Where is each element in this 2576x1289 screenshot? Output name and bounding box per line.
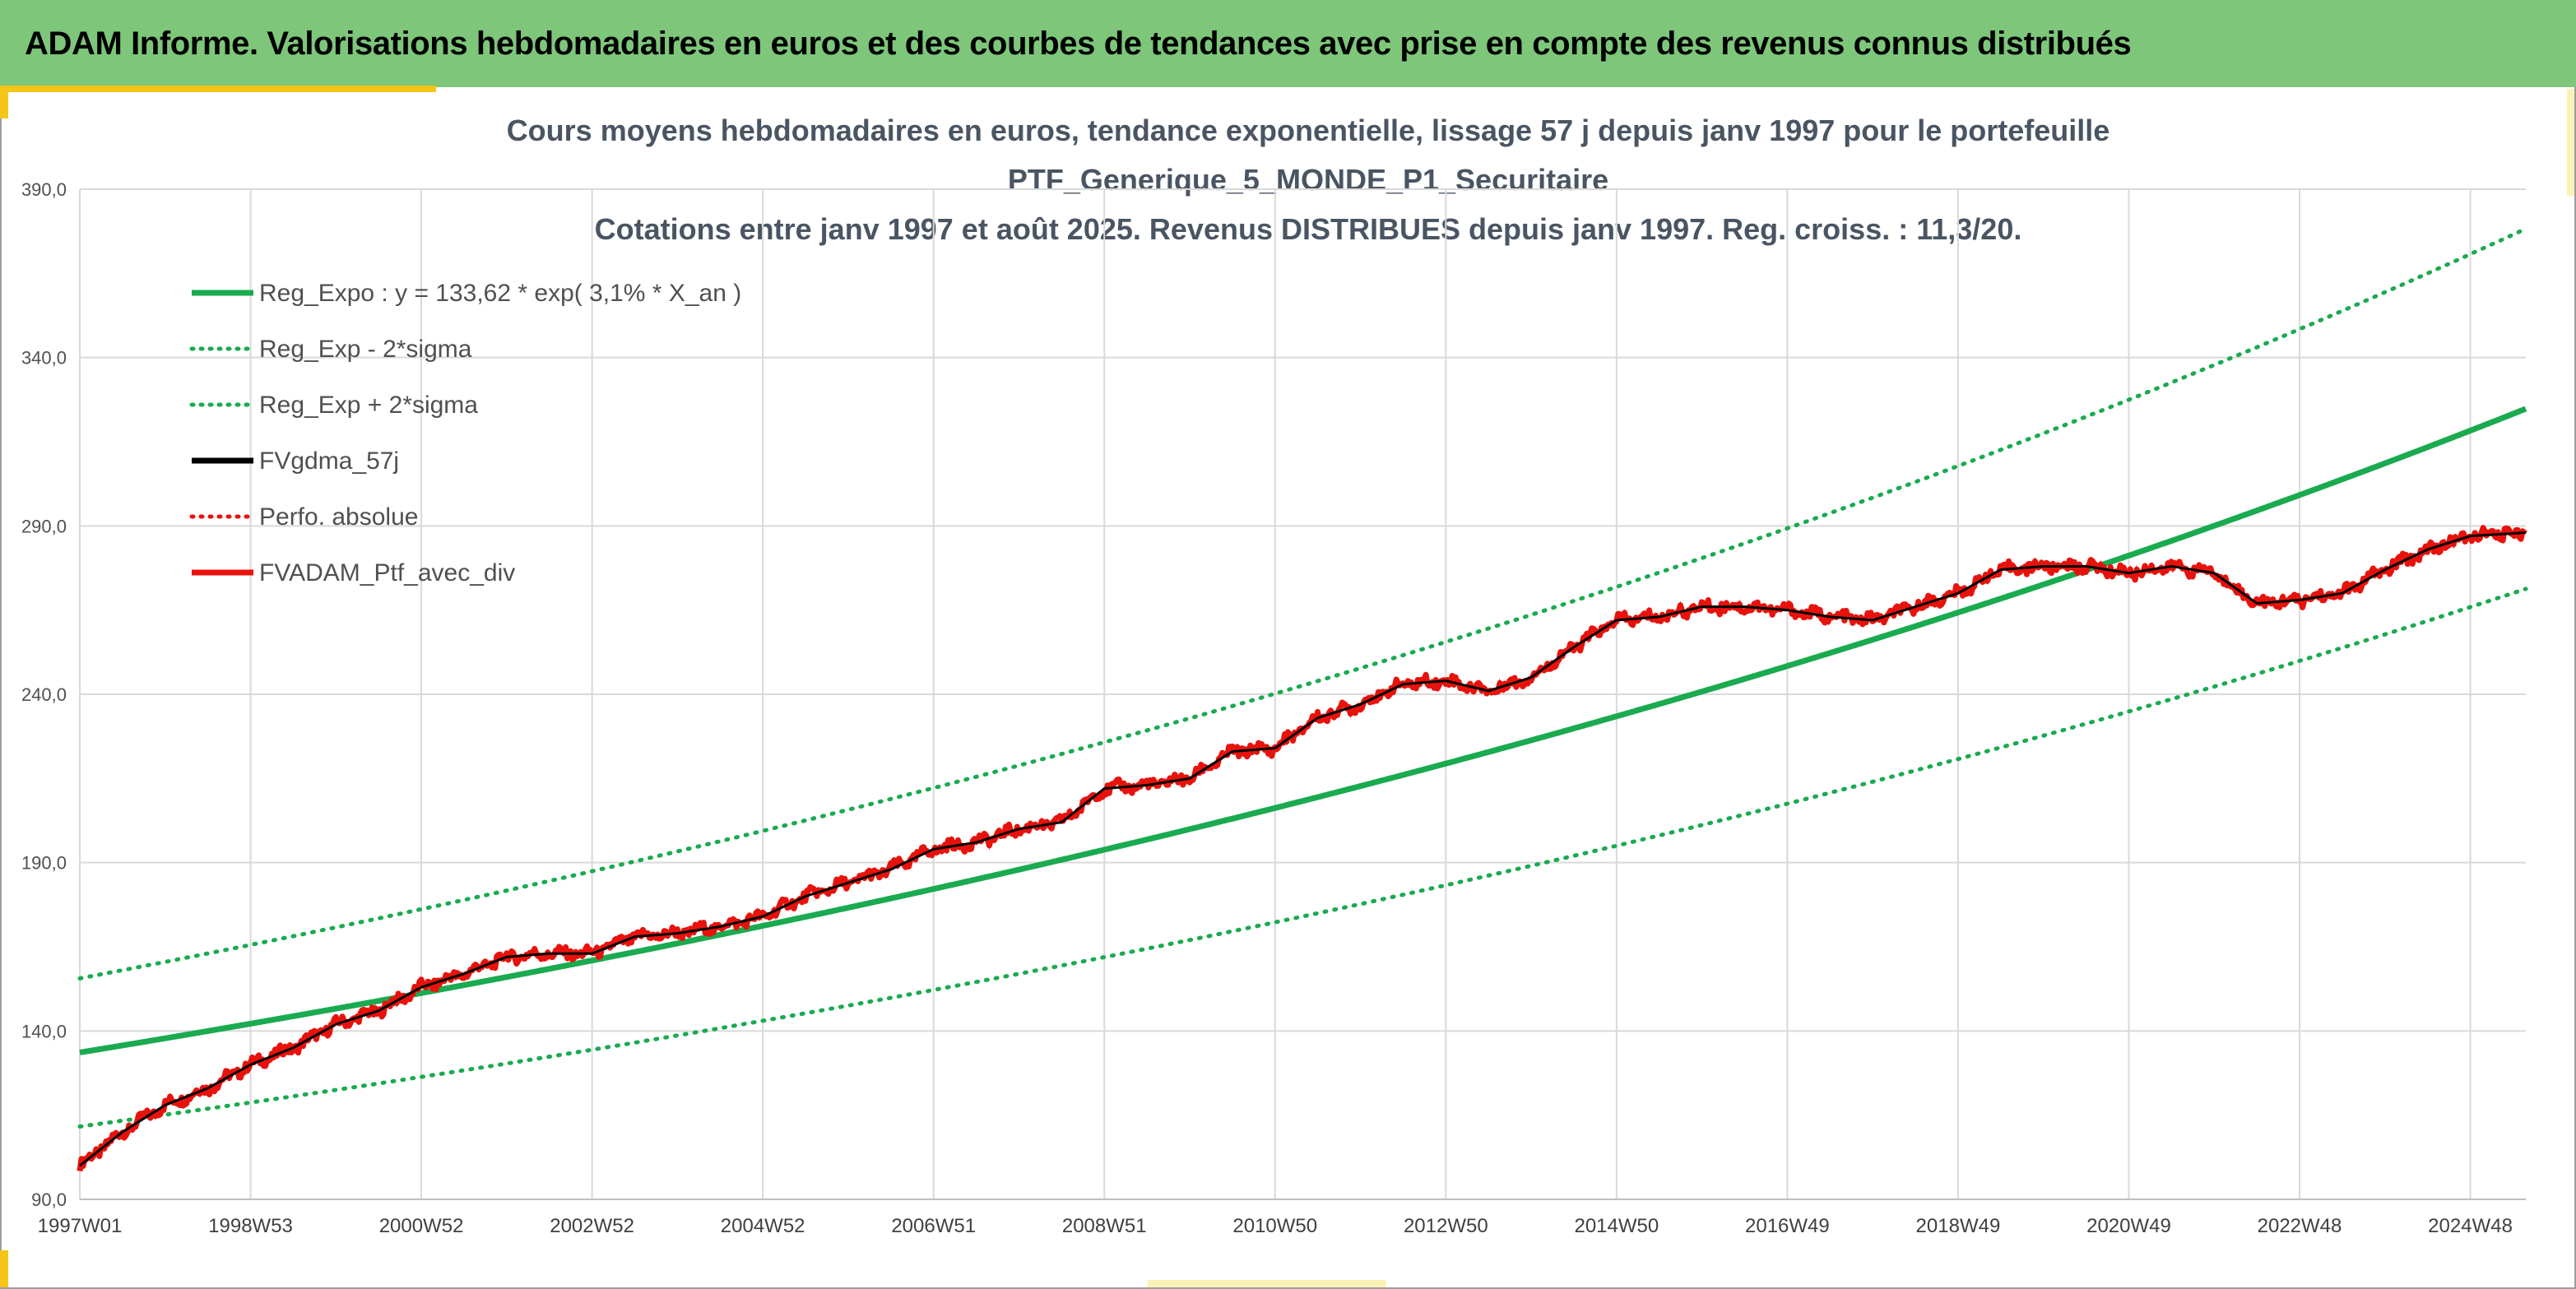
- x-tick-label: 2008W51: [1062, 1215, 1147, 1237]
- y-tick-label: 140,0: [21, 1021, 67, 1041]
- x-tick-label: 1997W01: [38, 1215, 123, 1237]
- accent-bar-right: [2567, 89, 2574, 196]
- x-tick-label: 2020W49: [2086, 1215, 2171, 1237]
- x-tick-label: 2010W50: [1232, 1215, 1317, 1237]
- y-tick-label: 240,0: [21, 684, 67, 705]
- x-tick-label: 2000W52: [379, 1215, 464, 1237]
- legend-label: FVgdma_57j: [259, 447, 399, 475]
- series-line-fvgdma-57j: [79, 531, 2527, 1167]
- x-tick-label: 2018W49: [1916, 1215, 2001, 1237]
- header-banner: ADAM Informe. Valorisations hebdomadaire…: [0, 0, 2576, 87]
- accent-bar-top: [0, 86, 436, 92]
- legend-label: Reg_Expo : y = 133,62 * exp( 3,1% * X_an…: [259, 280, 741, 307]
- banner-title: ADAM Informe. Valorisations hebdomadaire…: [25, 26, 2132, 62]
- series-line-reg-exp-minus-2sigma: [77, 587, 2528, 1129]
- series-line-fvadam-ptf-avec-div: [77, 525, 2527, 1172]
- series-line-reg-expo: [79, 406, 2527, 1055]
- x-tick-label: 2002W52: [550, 1215, 634, 1237]
- series-line-perfo-absolue: [78, 524, 2527, 1171]
- x-tick-label: 2024W48: [2428, 1215, 2513, 1237]
- legend-label: Reg_Exp + 2*sigma: [259, 392, 478, 419]
- chart-title-line-3: Cotations entre janv 1997 et août 2025. …: [594, 212, 2022, 246]
- x-tick-label: 2012W50: [1404, 1215, 1488, 1237]
- legend-label: Perfo. absolue: [259, 503, 418, 531]
- accent-bar-bottom-left: [0, 1250, 8, 1287]
- chart-title-line-2: PTF_Generique_5_MONDE_P1_Securitaire: [1007, 163, 1609, 197]
- accent-bar-bottom: [1148, 1280, 1386, 1287]
- y-tick-label: 190,0: [21, 853, 67, 874]
- legend-label: FVADAM_Ptf_avec_div: [259, 559, 515, 587]
- series-line-reg-exp-plus-2sigma: [77, 226, 2528, 981]
- x-tick-label: 2006W51: [891, 1215, 976, 1237]
- y-tick-label: 290,0: [21, 516, 67, 536]
- x-tick-label: 2016W49: [1745, 1215, 1830, 1237]
- accent-bar-left: [0, 86, 8, 118]
- y-tick-label: 340,0: [21, 348, 67, 369]
- x-tick-label: 2014W50: [1574, 1215, 1659, 1237]
- legend-label: Reg_Exp - 2*sigma: [259, 336, 472, 363]
- chart-title-line-1: Cours moyens hebdomadaires en euros, ten…: [506, 114, 2110, 147]
- y-tick-label: 390,0: [21, 179, 67, 200]
- x-tick-label: 1998W53: [208, 1215, 293, 1237]
- x-tick-label: 2004W52: [721, 1215, 805, 1237]
- x-tick-label: 2022W48: [2258, 1215, 2342, 1237]
- y-tick-label: 90,0: [31, 1189, 67, 1210]
